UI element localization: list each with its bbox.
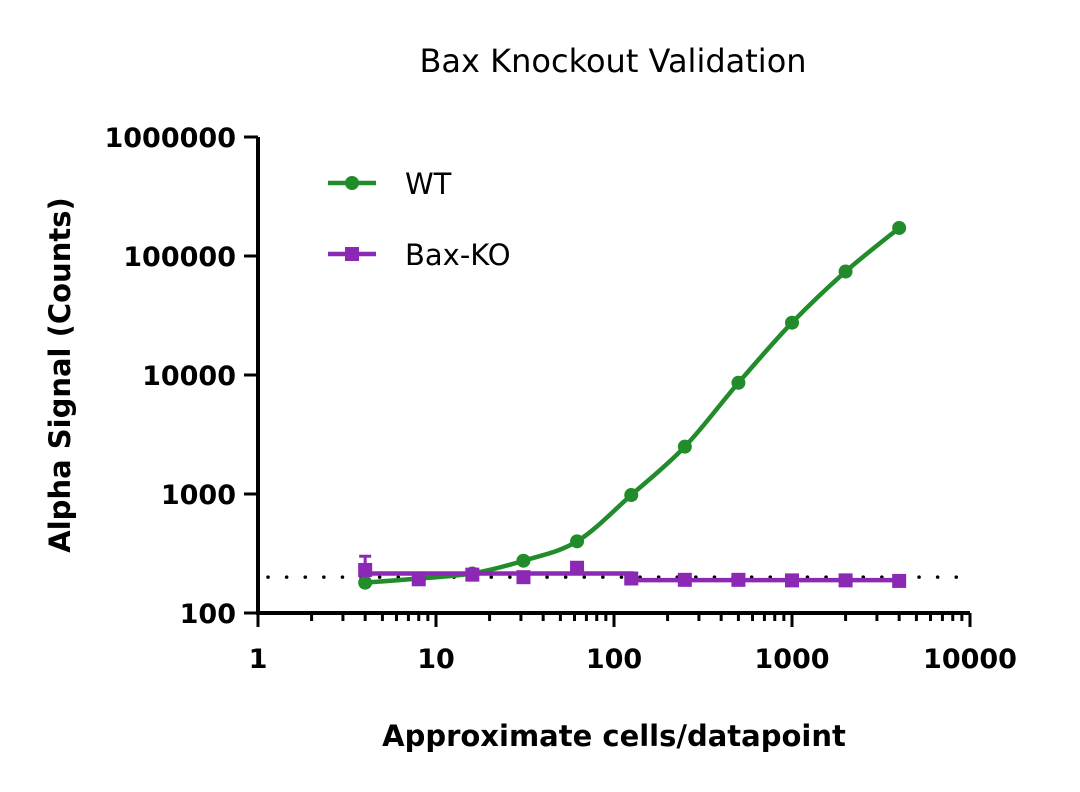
ko-data-point (516, 570, 531, 585)
ko-data-point (358, 562, 373, 577)
wt-data-point (677, 439, 692, 454)
wt-curve (364, 226, 901, 585)
ko-data-point (677, 572, 692, 587)
ko-data-point (731, 572, 746, 587)
ko-data-point (838, 573, 853, 588)
y-tick-label: 100 (180, 599, 236, 630)
ko-data-point (892, 573, 907, 588)
wt-data-point (838, 264, 853, 279)
ko-data-point (570, 560, 585, 575)
ko-data-point (411, 572, 426, 587)
ko-data-point (465, 567, 480, 582)
wt-data-point (731, 375, 746, 390)
x-tick-label: 1 (249, 644, 268, 675)
wt-data-point (892, 220, 907, 235)
ko-data-point (624, 571, 639, 586)
y-tick-label: 1000000 (104, 123, 236, 154)
x-tick-label: 10000 (923, 644, 1017, 675)
x-tick-label: 100 (586, 644, 642, 675)
x-tick-label: 10 (417, 644, 455, 675)
legend-label: Bax-KO (405, 238, 511, 272)
x-axis-label: Approximate cells/datapoint (382, 719, 846, 753)
y-tick-label: 100000 (123, 242, 236, 273)
wt-data-point (358, 575, 373, 590)
y-tick-label: 1000 (161, 480, 236, 511)
legend-label: WT (405, 167, 452, 201)
wt-data-point (785, 315, 799, 330)
chart-title: Bax Knockout Validation (419, 42, 806, 80)
x-tick-label: 1000 (754, 644, 829, 675)
ko-data-point (785, 573, 799, 588)
legend-marker-square (345, 247, 359, 261)
y-tick-label: 10000 (142, 361, 236, 392)
wt-data-point (516, 553, 531, 568)
wt-data-point (570, 534, 585, 549)
legend-marker-circle (345, 176, 359, 190)
y-axis-label: Alpha Signal (Counts) (43, 197, 77, 552)
wt-data-point (624, 488, 639, 503)
